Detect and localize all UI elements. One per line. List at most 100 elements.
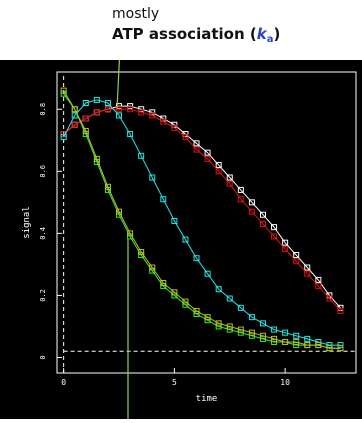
data-point-marker	[104, 106, 111, 113]
data-point-marker	[104, 100, 111, 107]
data-point-marker	[215, 320, 222, 327]
data-point-marker	[193, 140, 200, 147]
data-point-marker	[237, 186, 244, 193]
data-point-marker	[204, 317, 211, 324]
data-point-marker	[337, 307, 344, 314]
data-point-marker	[149, 109, 156, 116]
data-point-marker	[226, 323, 233, 330]
data-point-marker	[315, 342, 322, 349]
data-point-marker	[60, 134, 67, 141]
rate-symbol: k	[256, 25, 267, 43]
data-point-marker	[215, 162, 222, 169]
x-tick-label: 5	[172, 378, 177, 387]
data-point-marker	[271, 326, 278, 333]
data-point-marker	[248, 199, 255, 206]
data-point-marker	[193, 311, 200, 318]
data-point-marker	[282, 329, 289, 336]
plot-frame	[56, 71, 357, 374]
data-point-marker	[138, 152, 145, 159]
data-point-marker	[127, 131, 134, 138]
data-point-marker	[104, 183, 111, 190]
data-point-marker	[182, 134, 189, 141]
data-point-marker	[60, 87, 67, 94]
data-point-marker	[237, 196, 244, 203]
data-point-marker	[326, 295, 333, 302]
data-point-marker	[193, 255, 200, 262]
data-point-marker	[182, 301, 189, 308]
data-point-marker	[315, 283, 322, 290]
data-point-marker	[304, 270, 311, 277]
data-point-marker	[182, 298, 189, 305]
y-tick-label: 0.6	[39, 165, 47, 178]
data-point-marker	[259, 211, 266, 218]
data-point-marker	[127, 230, 134, 237]
data-point-marker	[171, 121, 178, 128]
data-point-marker	[304, 342, 311, 349]
data-point-marker	[248, 314, 255, 321]
data-point-marker	[116, 112, 123, 119]
x-axis-label: time	[196, 394, 218, 404]
data-point-marker	[215, 323, 222, 330]
data-point-marker	[93, 109, 100, 116]
data-point-marker	[171, 217, 178, 224]
data-point-marker	[127, 103, 134, 110]
x-tick-label: 10	[280, 378, 290, 387]
data-point-marker	[226, 180, 233, 187]
data-point-marker	[282, 245, 289, 252]
data-point-marker	[271, 338, 278, 345]
data-point-marker	[215, 168, 222, 175]
data-point-marker	[204, 270, 211, 277]
y-axis-label: signal	[22, 206, 32, 239]
data-point-marker	[93, 96, 100, 103]
data-point-marker	[293, 252, 300, 259]
data-point-marker	[116, 106, 123, 113]
data-point-marker	[304, 264, 311, 271]
data-point-marker	[282, 239, 289, 246]
annotation-text: ATP association (	[112, 25, 257, 43]
annotation-line-2: ATP association (ka)	[112, 25, 280, 45]
data-point-marker	[282, 338, 289, 345]
data-point-marker	[271, 224, 278, 231]
data-point-marker	[71, 121, 78, 128]
annotation-caption: mostly ATP association (ka)	[0, 0, 362, 60]
data-point-marker	[160, 280, 167, 287]
data-point-marker	[149, 264, 156, 271]
data-point-marker	[326, 345, 333, 352]
data-point-marker	[138, 109, 145, 116]
data-point-marker	[71, 106, 78, 113]
data-point-marker	[149, 112, 156, 119]
data-point-marker	[271, 335, 278, 342]
data-point-marker	[204, 314, 211, 321]
data-point-marker	[271, 233, 278, 240]
data-point-marker	[304, 335, 311, 342]
data-point-marker	[315, 338, 322, 345]
data-point-marker	[226, 174, 233, 181]
data-point-marker	[149, 174, 156, 181]
data-point-marker	[337, 345, 344, 352]
data-point-marker	[215, 286, 222, 293]
data-point-marker	[293, 338, 300, 345]
data-point-marker	[116, 208, 123, 215]
data-point-marker	[293, 332, 300, 339]
data-point-marker	[237, 304, 244, 311]
data-point-marker	[82, 127, 89, 134]
data-point-marker	[293, 258, 300, 265]
data-point-marker	[82, 115, 89, 122]
data-point-marker	[259, 320, 266, 327]
y-tick-label: 0	[39, 355, 47, 359]
y-tick-label: 0.4	[39, 227, 47, 240]
x-tick-label: 0	[61, 378, 66, 387]
data-point-marker	[293, 342, 300, 349]
data-point-marker	[248, 332, 255, 339]
y-tick-label: 0.2	[39, 289, 47, 302]
data-series	[60, 87, 344, 352]
data-point-marker	[138, 106, 145, 113]
data-point-marker	[93, 155, 100, 162]
data-point-marker	[315, 276, 322, 283]
data-point-marker	[337, 342, 344, 349]
data-point-marker	[138, 248, 145, 255]
data-point-marker	[326, 342, 333, 349]
annotation-line-1: mostly	[112, 6, 160, 22]
data-point-marker	[127, 106, 134, 113]
data-point-marker	[171, 124, 178, 131]
